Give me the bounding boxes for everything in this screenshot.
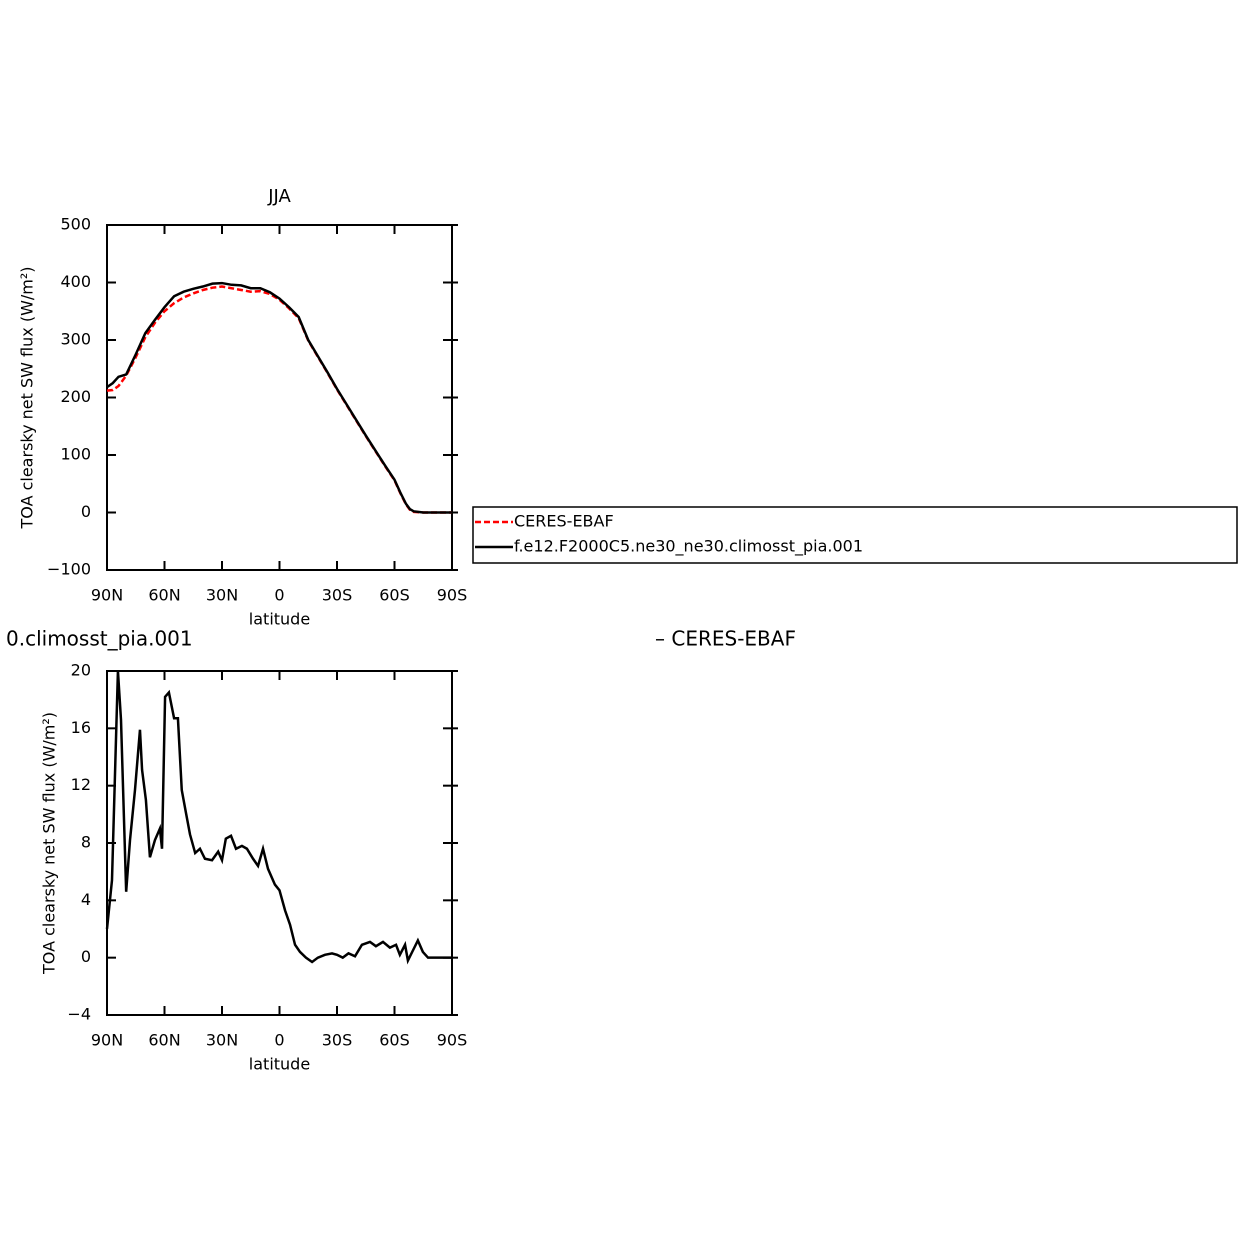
plot-frame bbox=[106, 224, 453, 571]
y-tick-label: 0 bbox=[81, 502, 91, 521]
plot-frame bbox=[106, 670, 453, 1016]
y-axis-label: TOA clearsky net SW flux (W/m²) bbox=[18, 266, 37, 529]
x-tick-label: 60S bbox=[379, 586, 410, 605]
x-axis-label: latitude bbox=[249, 1055, 310, 1074]
legend-label: CERES-EBAF bbox=[514, 512, 614, 531]
x-tick-label: 90S bbox=[437, 586, 468, 605]
data-line bbox=[106, 281, 452, 514]
x-tick-label: 0 bbox=[274, 586, 284, 605]
x-axis-label: latitude bbox=[249, 610, 310, 629]
y-tick-label: 0 bbox=[81, 947, 91, 966]
y-tick-label: 100 bbox=[60, 445, 91, 464]
y-tick-label: 4 bbox=[81, 890, 91, 909]
y-tick-label: 12 bbox=[71, 775, 91, 794]
x-tick-label: 0 bbox=[274, 1031, 284, 1050]
y-tick-label: 8 bbox=[81, 833, 91, 852]
y-tick-label: −100 bbox=[47, 560, 91, 579]
y-tick-label: 20 bbox=[71, 661, 91, 680]
y-tick-label: −4 bbox=[67, 1005, 91, 1024]
x-tick-label: 60N bbox=[148, 1031, 180, 1050]
legend-box bbox=[472, 506, 1238, 564]
x-tick-label: 30S bbox=[322, 586, 353, 605]
x-tick-label: 30N bbox=[206, 1031, 238, 1050]
x-tick-label: 30N bbox=[206, 586, 238, 605]
y-tick-label: 16 bbox=[71, 718, 91, 737]
x-tick-label: 60N bbox=[148, 586, 180, 605]
legend-label: f.e12.F2000C5.ne30_ne30.climosst_pia.001 bbox=[514, 537, 863, 557]
data-line bbox=[105, 670, 452, 965]
y-tick-label: 300 bbox=[60, 330, 91, 349]
x-tick-label: 90S bbox=[437, 1031, 468, 1050]
left-title: 0.climosst_pia.001 bbox=[6, 627, 193, 651]
x-tick-label: 90N bbox=[91, 1031, 123, 1050]
y-tick-label: 500 bbox=[60, 215, 91, 234]
data-line bbox=[106, 285, 452, 514]
x-tick-label: 60S bbox=[379, 1031, 410, 1050]
y-axis-label: TOA clearsky net SW flux (W/m²) bbox=[40, 712, 59, 975]
y-tick-label: 200 bbox=[60, 387, 91, 406]
chart-title: JJA bbox=[267, 186, 291, 207]
right-title: – CERES-EBAF bbox=[655, 627, 796, 651]
x-tick-label: 30S bbox=[322, 1031, 353, 1050]
x-tick-label: 90N bbox=[91, 586, 123, 605]
y-tick-label: 400 bbox=[60, 272, 91, 291]
